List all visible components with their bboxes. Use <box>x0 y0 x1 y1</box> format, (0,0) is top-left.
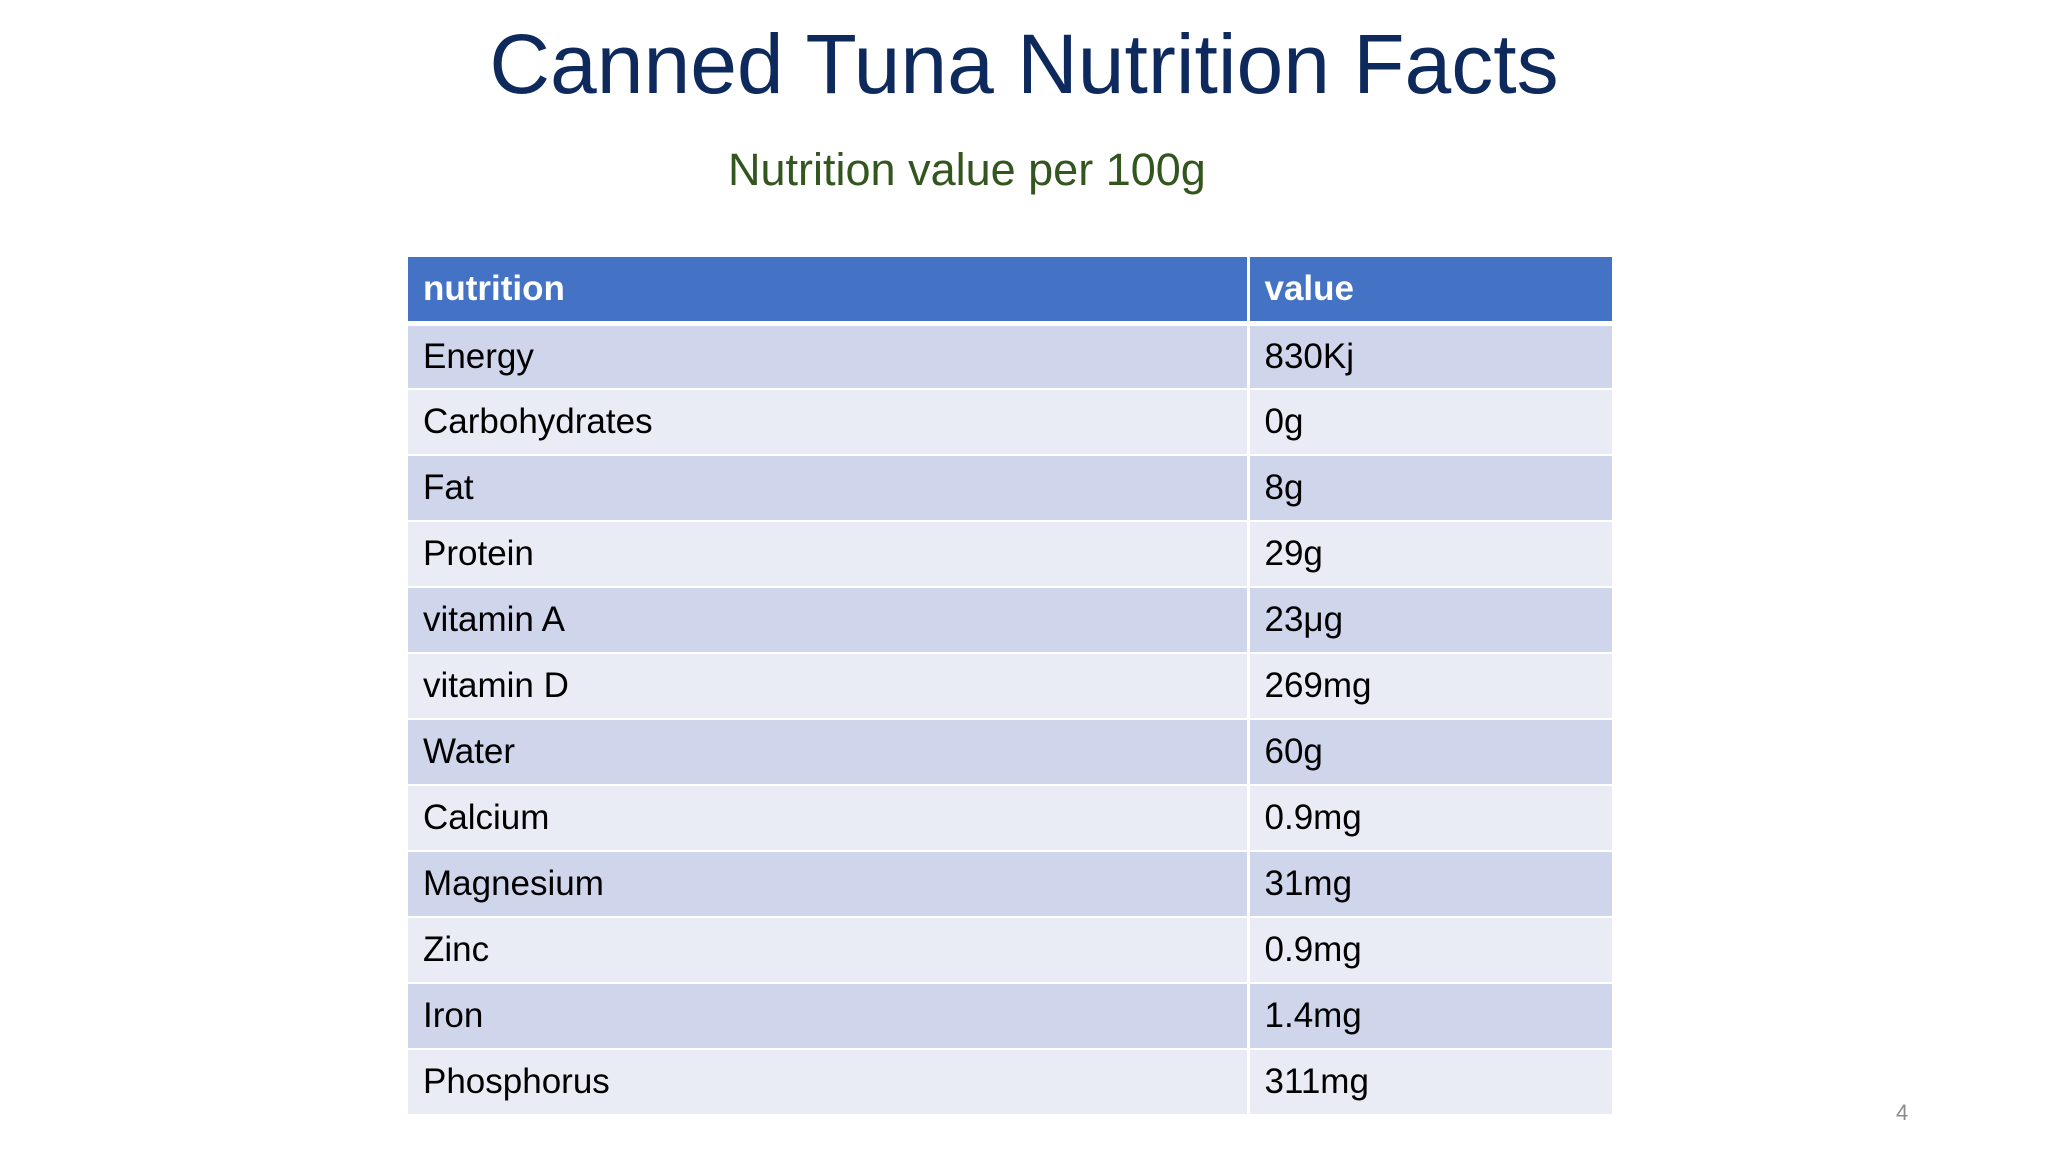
nutrient-value: 8g <box>1248 455 1612 522</box>
table-header-row: nutrition value <box>408 257 1612 326</box>
table-row: Zinc 0.9mg <box>408 917 1612 984</box>
table-row: vitamin D 269mg <box>408 653 1612 720</box>
header-value: value <box>1248 257 1612 326</box>
nutrient-value: 830Kj <box>1248 323 1612 390</box>
table-row: Iron 1.4mg <box>408 983 1612 1050</box>
page-number: 4 <box>1896 1100 1909 1125</box>
table-row: Fat 8g <box>408 455 1612 522</box>
nutrient-name: Water <box>408 719 1250 786</box>
nutrition-table-container: nutrition value Energy 830Kj Carbohydrat… <box>408 257 1612 1116</box>
nutrient-name: Phosphorus <box>408 1049 1250 1116</box>
table-row: Energy 830Kj <box>408 323 1612 390</box>
nutrient-value: 1.4mg <box>1248 983 1612 1050</box>
table-row: Magnesium 31mg <box>408 851 1612 918</box>
table-row: Water 60g <box>408 719 1612 786</box>
nutrient-name: vitamin A <box>408 587 1250 654</box>
nutrient-value: 60g <box>1248 719 1612 786</box>
nutrient-value: 0g <box>1248 389 1612 456</box>
nutrient-name: Iron <box>408 983 1250 1050</box>
nutrient-value: 29g <box>1248 521 1612 588</box>
slide-title: Canned Tuna Nutrition Facts <box>489 17 1559 111</box>
nutrient-name: vitamin D <box>408 653 1250 720</box>
nutrient-name: Calcium <box>408 785 1250 852</box>
nutrient-name: Protein <box>408 521 1250 588</box>
nutrient-name: Magnesium <box>408 851 1250 918</box>
table-row: Calcium 0.9mg <box>408 785 1612 852</box>
nutrient-value: 0.9mg <box>1248 785 1612 852</box>
table-row: Protein 29g <box>408 521 1612 588</box>
slide-subtitle: Nutrition value per 100g <box>728 144 1206 195</box>
table-row: Carbohydrates 0g <box>408 389 1612 456</box>
nutrient-name: Zinc <box>408 917 1250 984</box>
nutrient-value: 269mg <box>1248 653 1612 720</box>
nutrient-name: Carbohydrates <box>408 389 1250 456</box>
nutrient-name: Fat <box>408 455 1250 522</box>
table-row: Phosphorus 311mg <box>408 1049 1612 1116</box>
nutrient-value: 311mg <box>1248 1049 1612 1116</box>
nutrient-name: Energy <box>408 323 1250 390</box>
nutrient-value: 31mg <box>1248 851 1612 918</box>
nutrition-table: nutrition value Energy 830Kj Carbohydrat… <box>408 257 1612 1116</box>
nutrient-value: 0.9mg <box>1248 917 1612 984</box>
nutrient-value: 23μg <box>1248 587 1612 654</box>
header-nutrition: nutrition <box>408 257 1250 326</box>
table-row: vitamin A 23μg <box>408 587 1612 654</box>
